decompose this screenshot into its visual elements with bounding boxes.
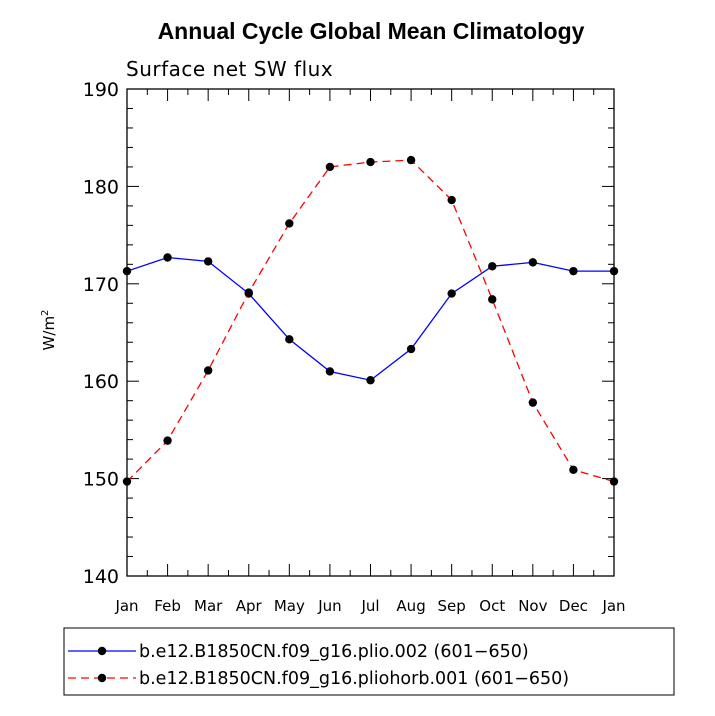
x-tick-label: Nov xyxy=(518,597,547,615)
legend-entries: b.e12.B1850CN.f09_g16.plio.002 (601−650)… xyxy=(68,642,569,689)
x-tick-label: Mar xyxy=(194,597,223,615)
y-axis-label: W/m2 xyxy=(40,310,58,351)
x-tick-label: Jul xyxy=(360,597,379,615)
series-2 xyxy=(122,155,619,486)
series-2-point xyxy=(366,157,375,167)
x-tick-label: Jan xyxy=(601,597,625,615)
series-1-point xyxy=(325,367,335,376)
x-tick-label: Aug xyxy=(396,597,425,615)
x-tick-label: Feb xyxy=(154,597,181,615)
series-1-point xyxy=(447,289,456,298)
x-tick-label: Oct xyxy=(479,597,505,615)
series-1-point xyxy=(528,258,538,267)
legend-entry-2: b.e12.B1850CN.f09_g16.pliohorb.001 (601−… xyxy=(68,669,569,689)
series-1-point xyxy=(609,266,619,276)
y-axis-label-base: W/m xyxy=(40,316,58,351)
legend-entry-1: b.e12.B1850CN.f09_g16.plio.002 (601−650) xyxy=(68,642,529,662)
series-2-point xyxy=(569,465,578,475)
series-1-point xyxy=(366,376,375,385)
y-axis-label-superscript: 2 xyxy=(40,310,51,316)
y-tick-label: 160 xyxy=(83,371,119,393)
x-tick-label: May xyxy=(274,597,305,615)
legend-label-2: b.e12.B1850CN.f09_g16.pliohorb.001 (601−… xyxy=(139,669,569,689)
series-2-point xyxy=(325,162,335,172)
series-2-point xyxy=(406,155,416,165)
series-1-line xyxy=(126,256,614,381)
legend-marker-1 xyxy=(97,646,107,656)
y-tick-label: 140 xyxy=(83,566,119,588)
legend: b.e12.B1850CN.f09_g16.plio.002 (601−650)… xyxy=(63,627,675,696)
series-2-point xyxy=(163,436,172,445)
x-tick-label: Jun xyxy=(317,597,341,615)
legend-label-1: b.e12.B1850CN.f09_g16.plio.002 (601−650) xyxy=(139,642,529,662)
x-axis-tick-labels: Jan Feb Mar Apr May Jun Jul Aug Sep Oct Nov Dec Jan xyxy=(114,597,625,615)
series-2-point xyxy=(244,288,253,297)
chart-title: Annual Cycle Global Mean Climatology xyxy=(158,18,585,44)
x-tick-label: Jan xyxy=(114,597,138,615)
series-2-point xyxy=(122,477,132,486)
series-2-point xyxy=(488,295,497,304)
x-tick-label: Apr xyxy=(236,597,263,615)
series-layer xyxy=(122,155,619,486)
x-tick-label: Sep xyxy=(438,597,466,615)
x-tick-label: Dec xyxy=(559,597,588,615)
series-2-point xyxy=(528,398,538,407)
y-tick-label: 150 xyxy=(83,469,119,491)
series-1-point xyxy=(285,335,294,344)
series-1 xyxy=(122,253,619,385)
series-1-point xyxy=(163,253,172,262)
series-1-point xyxy=(488,262,497,271)
legend-marker-2 xyxy=(97,673,107,683)
series-2-point xyxy=(285,219,294,228)
series-1-point xyxy=(406,344,416,354)
y-axis-tick-labels: 140 150 160 170 180 190 xyxy=(83,79,119,588)
series-2-point xyxy=(203,366,213,375)
legend-box xyxy=(63,627,675,696)
series-2-point xyxy=(609,477,619,486)
chart-subtitle: Surface net SW flux xyxy=(126,57,333,81)
y-tick-label: 170 xyxy=(83,274,119,296)
y-tick-label: 180 xyxy=(83,176,119,198)
series-1-point xyxy=(203,257,213,266)
series-2-line xyxy=(126,159,615,483)
y-tick-label: 190 xyxy=(83,79,119,101)
series-1-point xyxy=(569,266,578,276)
series-1-point xyxy=(122,266,132,276)
series-2-point xyxy=(447,195,456,205)
